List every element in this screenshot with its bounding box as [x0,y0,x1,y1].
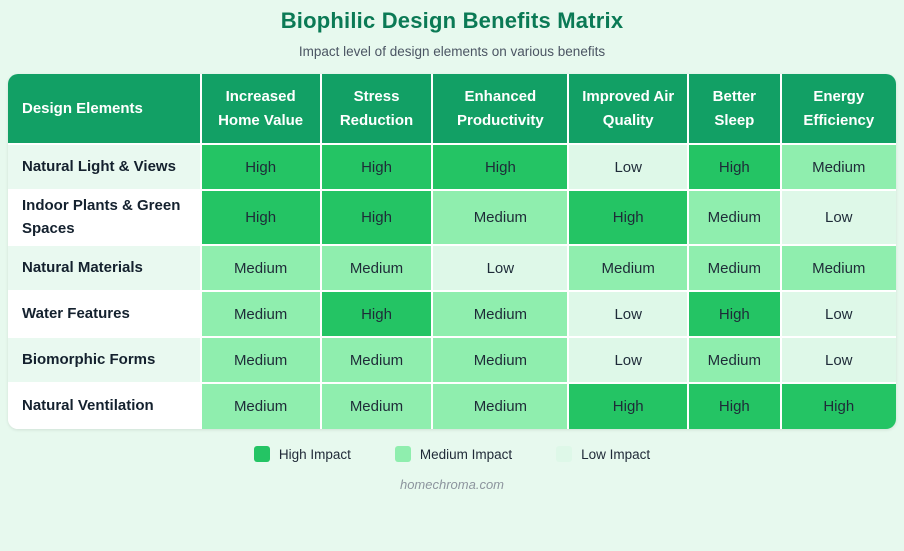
page-subtitle: Impact level of design elements on vario… [298,44,606,59]
impact-cell: Low [780,291,896,338]
impact-cell: Low [568,337,690,384]
legend-label: Medium Impact [419,446,513,462]
impact-cell: Medium [320,383,434,429]
impact-cell: High [320,190,434,246]
legend-swatch-icon [253,446,270,462]
row-label: Natural Materials [8,245,202,292]
impact-cell: High [432,144,570,191]
table-row: Natural Materials Medium Medium Low Medium Me… [8,245,896,292]
table-row: Biomorphic Forms Medium Medium Medium Low Med… [8,337,896,384]
impact-cell: High [568,190,690,246]
impact-cell: Medium [568,245,690,292]
page-title: Biophilic Design Benefits Matrix [280,8,624,33]
table-row: Water Features Medium High Medium Low High Low [8,291,896,338]
column-header: Increased Home Value [200,74,322,145]
impact-cell: High [200,190,322,246]
impact-cell: Medium [200,291,322,338]
impact-cell: High [200,144,322,191]
benefits-matrix-table: Design Elements Increased Home Value Stres… [8,74,896,429]
impact-cell: Medium [780,245,896,292]
impact-cell: Medium [200,383,322,429]
row-label: Natural Ventilation [8,383,202,429]
legend-item: Medium Impact [394,446,513,462]
impact-cell: Medium [688,337,782,384]
row-label: Water Features [8,291,202,338]
impact-cell: Medium [320,337,434,384]
matrix-table: Design Elements Increased Home Value Stres… [8,74,896,429]
column-header: Enhanced Productivity [432,74,570,145]
impact-cell: High [688,291,782,338]
impact-cell: Medium [200,337,322,384]
column-header: Improved Air Quality [568,74,690,145]
impact-cell: Medium [432,190,570,246]
legend-item: Low Impact [556,446,650,462]
table-row: Natural Ventilation Medium Medium Medium Hig… [8,383,896,429]
legend-swatch-icon [556,446,573,462]
legend-swatch-icon [394,446,411,462]
impact-cell: Medium [688,190,782,246]
matrix-table-body: Natural Light & Views High High High Low High… [8,144,896,429]
row-label: Indoor Plants & Green Spaces [8,190,202,246]
impact-cell: High [688,144,782,191]
legend-label: Low Impact [581,446,651,462]
matrix-table-head: Design Elements Increased Home Value Stres… [8,74,896,145]
column-header-design-elements: Design Elements [8,74,202,145]
impact-cell: High [320,291,434,338]
impact-cell: Low [780,190,896,246]
impact-cell: Medium [200,245,322,292]
impact-cell: High [568,383,690,429]
impact-cell: Medium [320,245,434,292]
row-label: Natural Light & Views [8,144,202,191]
impact-cell: High [780,383,896,429]
impact-cell: High [688,383,782,429]
impact-cell: Low [432,245,570,292]
impact-cell: Low [780,337,896,384]
column-header: Better Sleep [688,74,782,145]
header-row: Design Elements Increased Home Value Stres… [8,74,896,145]
legend-item: High Impact [253,446,351,462]
impact-cell: Medium [432,337,570,384]
impact-cell: Low [568,291,690,338]
footer-url: homechroma.com [399,477,505,492]
impact-cell: Low [568,144,690,191]
column-header: Energy Efficiency [780,74,896,145]
impact-cell: Medium [432,383,570,429]
table-row: Natural Light & Views High High High Low High… [8,144,896,191]
row-label: Biomorphic Forms [8,337,202,384]
impact-cell: Medium [780,144,896,191]
table-row: Indoor Plants & Green Spaces High High Medi… [8,190,896,246]
impact-cell: Medium [688,245,782,292]
column-header: Stress Reduction [320,74,434,145]
legend-label: High Impact [278,446,351,462]
impact-cell: Medium [432,291,570,338]
impact-cell: High [320,144,434,191]
impact-legend: High Impact Medium Impact Low Impact [0,446,904,462]
